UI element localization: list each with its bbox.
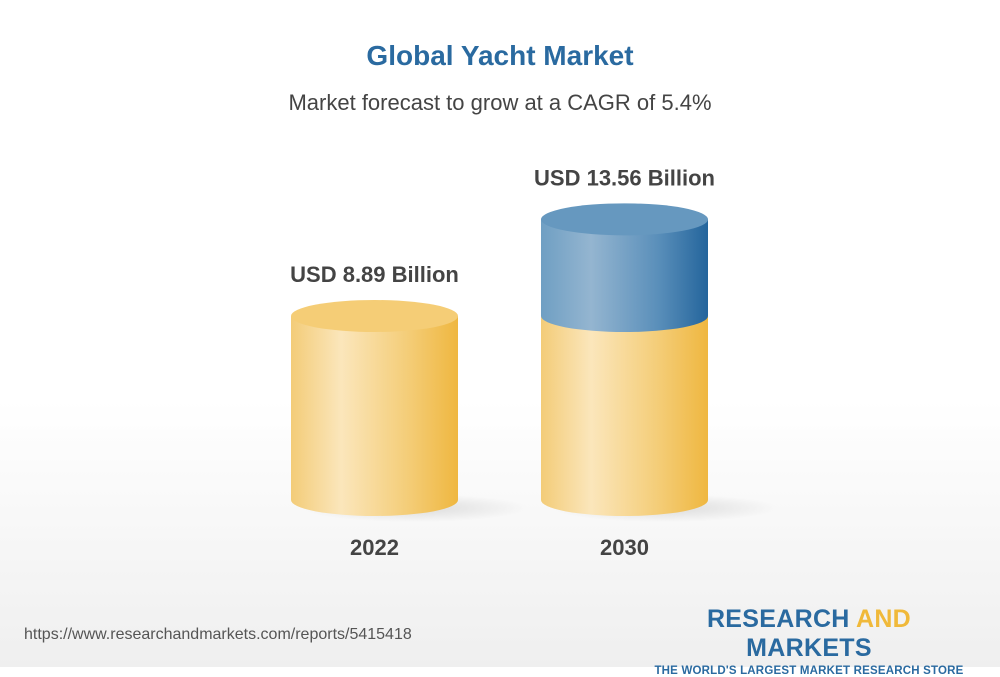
logo-text: AND bbox=[855, 605, 912, 633]
cylinder-growth-segment-2030 bbox=[541, 219, 708, 332]
data-label: USD 13.56 Billion bbox=[534, 165, 715, 190]
logo-text: MARKETS bbox=[746, 634, 872, 662]
report-url[interactable]: https://www.researchandmarkets.com/repor… bbox=[24, 626, 412, 643]
chart-title: Global Yacht Market bbox=[366, 40, 634, 71]
category-label: 2030 bbox=[600, 535, 649, 560]
data-label: USD 8.89 Billion bbox=[290, 262, 459, 287]
cylinder-top-2030 bbox=[541, 203, 708, 236]
cylinder-body-2022 bbox=[291, 316, 458, 516]
category-label: 2022 bbox=[350, 535, 399, 560]
logo-text: RESEARCH bbox=[706, 605, 856, 633]
research-and-markets-logo: RESEARCH AND MARKETS THE WORLD'S LARGEST… bbox=[641, 605, 977, 677]
cylinder-base-segment-2030 bbox=[541, 316, 708, 516]
cylinder-top-2022 bbox=[291, 300, 458, 332]
chart-subtitle: Market forecast to grow at a CAGR of 5.4… bbox=[288, 90, 712, 115]
